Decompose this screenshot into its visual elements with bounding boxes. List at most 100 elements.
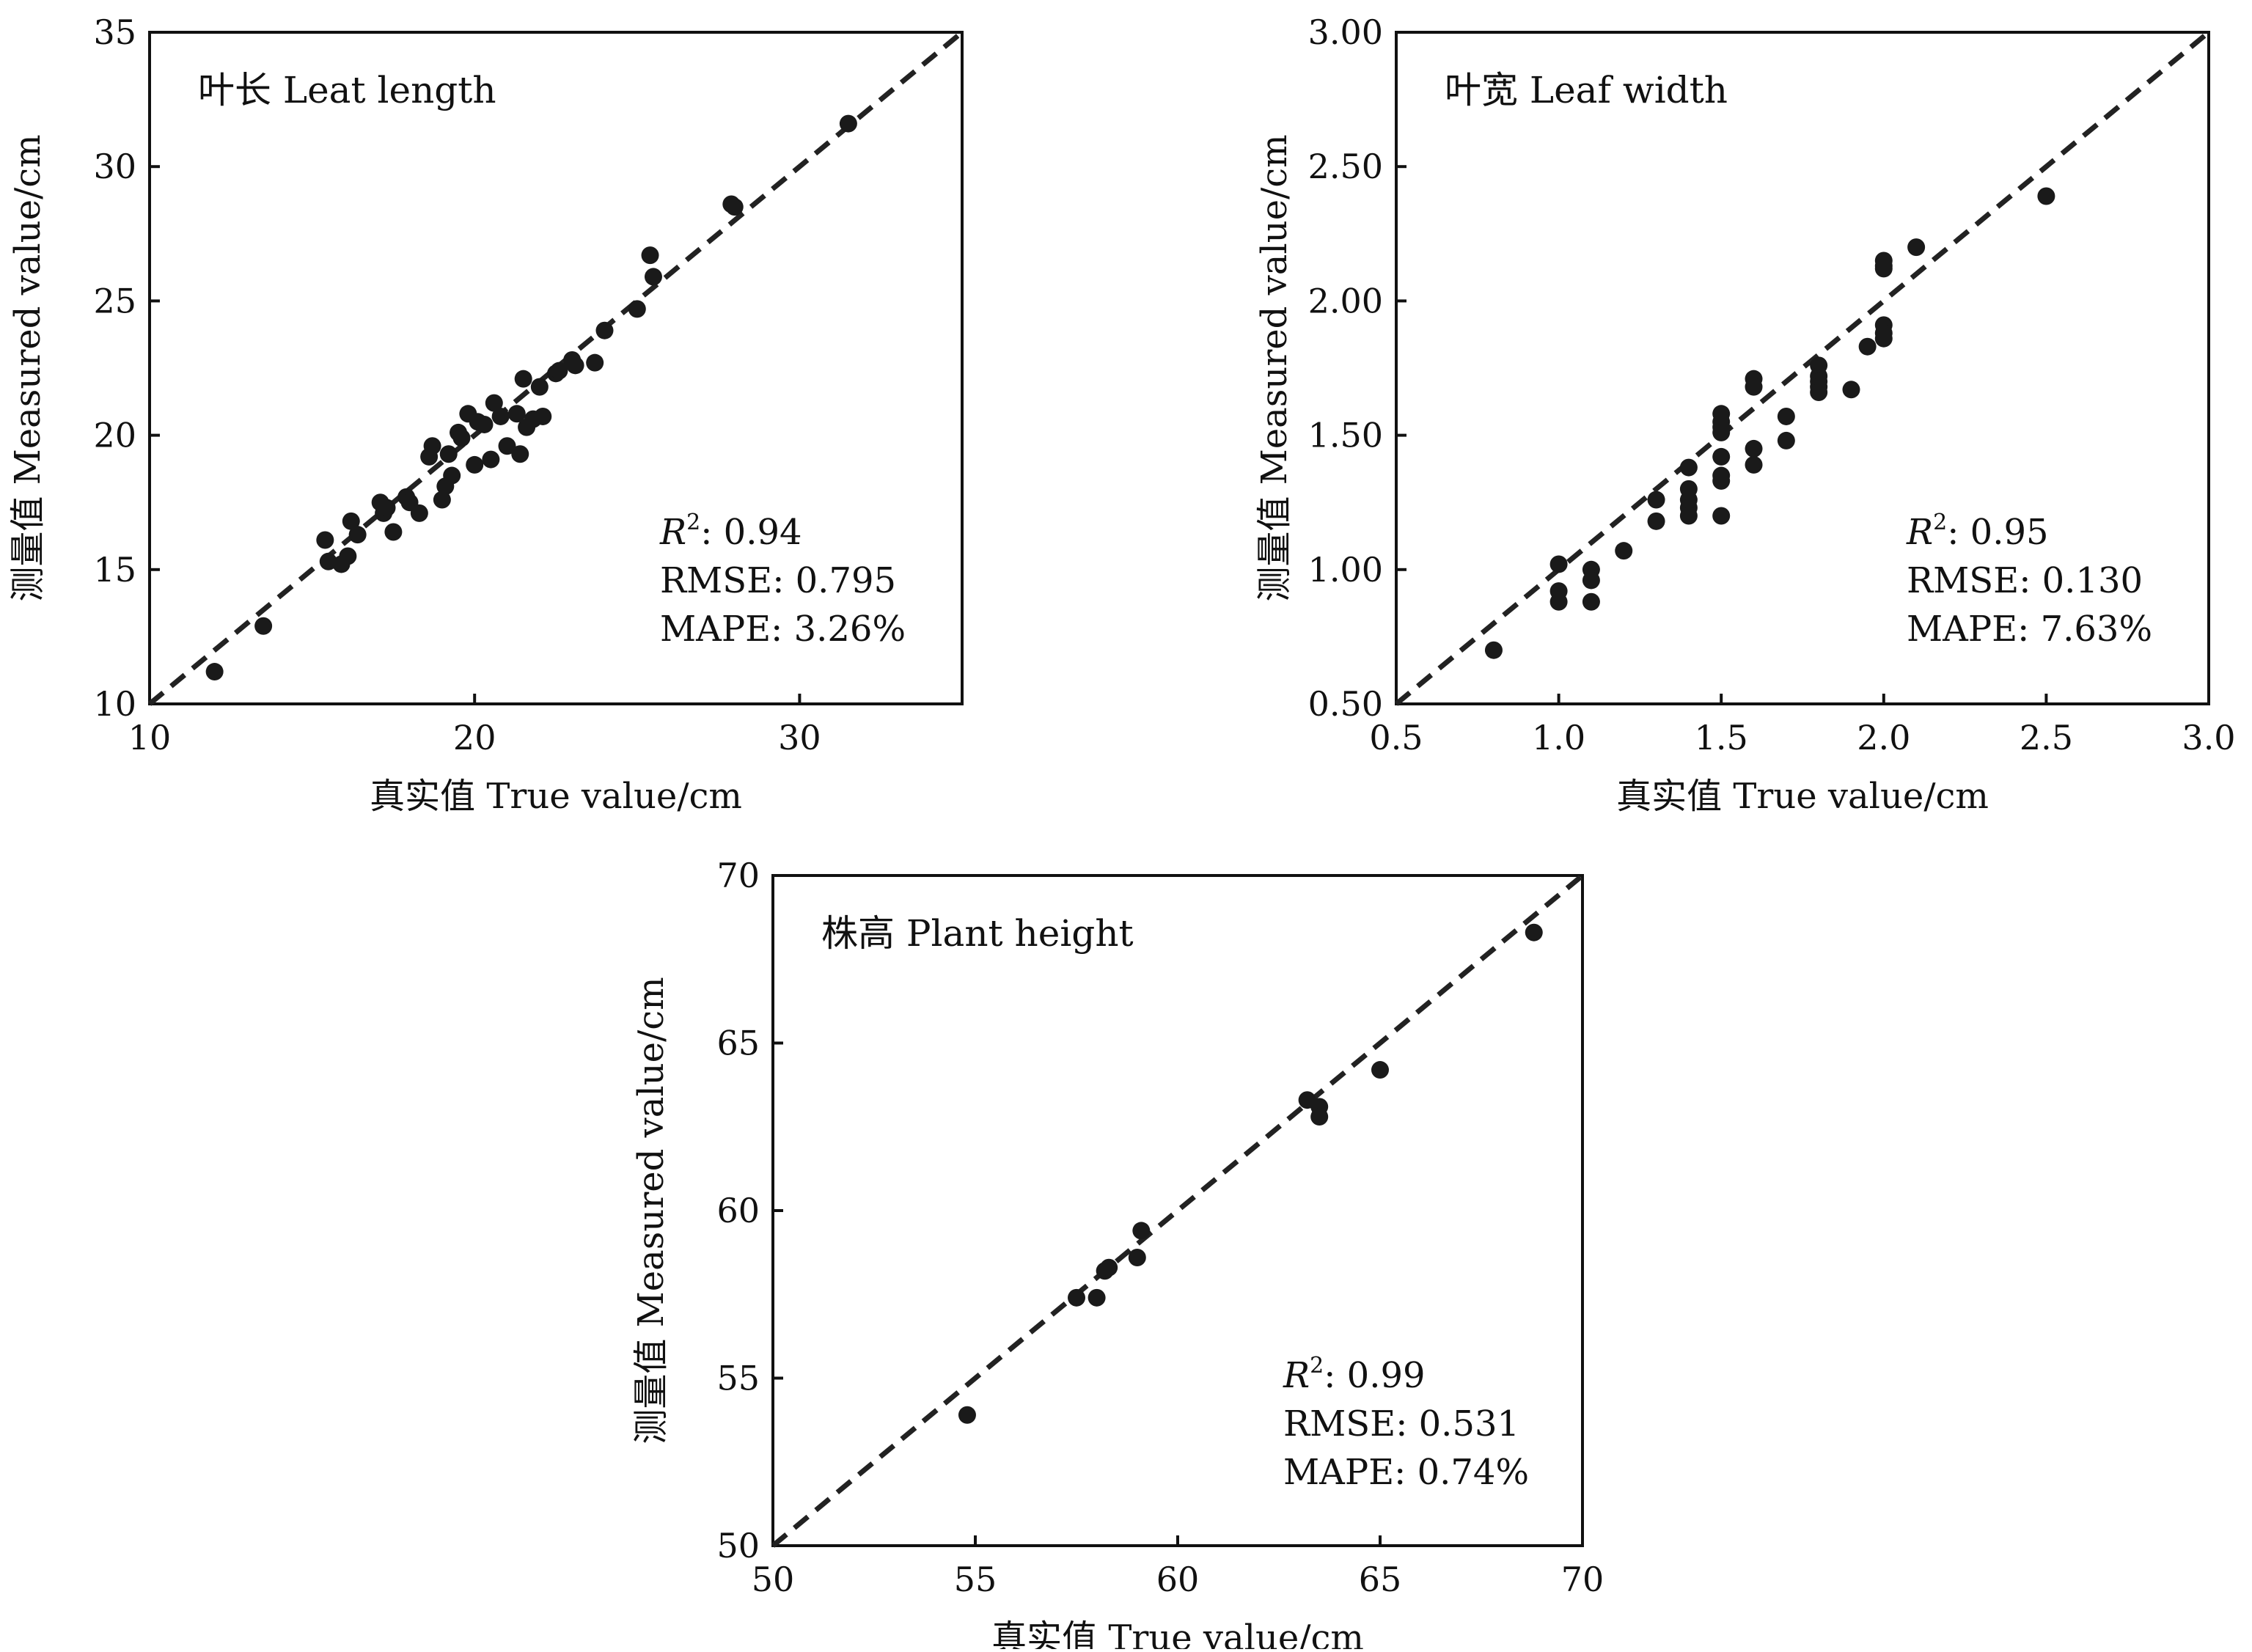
chart-plant-height-data-point <box>958 1406 976 1424</box>
chart-leaf-width-data-point <box>1842 381 1860 399</box>
chart-leaf-width-mape-value: MAPE: 7.63% <box>1907 609 2152 650</box>
chart-plant-height-data-point <box>1310 1108 1329 1126</box>
chart-leaf-length-x-tick-label: 10 <box>128 718 172 757</box>
chart-leaf-width-y-tick-label: 3.00 <box>1308 12 1383 52</box>
chart-plant-height-x-tick-label: 55 <box>954 1560 997 1599</box>
chart-leaf-width-reference-line <box>1394 30 2211 706</box>
chart-leaf-length-data-point <box>205 663 224 681</box>
chart-leaf-length-x-tick-label: 20 <box>453 718 496 757</box>
chart-plant-height-y-tick-label: 60 <box>716 1191 760 1230</box>
chart-leaf-length-data-point <box>485 394 503 412</box>
chart-leaf-length-y-tick-label: 35 <box>93 12 136 52</box>
chart-leaf-width-x-tick-label: 2.5 <box>2020 718 2073 757</box>
chart-leaf-length-data-point <box>507 405 526 423</box>
chart-leaf-width-data-point <box>1647 491 1665 509</box>
chart-leaf-length: 10 20 30 10 15 20 25 30 35 叶长 Leat length R2: 0.94… <box>7 12 964 817</box>
chart-leaf-length-data-point <box>595 321 614 339</box>
chart-leaf-width-data-point <box>1745 439 1763 458</box>
chart-leaf-length-y-tick-label: 20 <box>93 416 136 455</box>
chart-leaf-length-data-point <box>378 499 396 517</box>
chart-leaf-width-data-point <box>1712 471 1731 490</box>
chart-leaf-width-data-point <box>1858 337 1877 356</box>
chart-leaf-width-y-tick-label: 0.50 <box>1308 684 1383 724</box>
chart-leaf-length-data-point <box>628 300 646 318</box>
chart-leaf-width-x-tick-label: 1.5 <box>1695 718 1748 757</box>
chart-leaf-width-data-point <box>1907 238 1926 257</box>
chart-plant-height-mape-value: MAPE: 0.74% <box>1283 1452 1529 1493</box>
chart-leaf-width-x-tick-label: 0.5 <box>1369 718 1423 757</box>
chart-plant-height-x-tick-label: 60 <box>1156 1560 1200 1599</box>
chart-leaf-length-y-axis-label: 测量值 Measured value/cm <box>7 134 48 601</box>
chart-leaf-length-r2-superscript: 2 <box>686 510 700 535</box>
chart-leaf-length-data-point <box>254 617 273 635</box>
chart-leaf-length-title: 叶长 Leat length <box>198 69 496 111</box>
chart-leaf-width-data-point <box>1582 592 1600 611</box>
chart-leaf-length-data-point <box>641 246 659 265</box>
chart-plant-height-r2-number: : 0.99 <box>1324 1355 1425 1396</box>
chart-leaf-length-data-point <box>433 491 451 509</box>
chart-leaf-length-y-tick-label: 15 <box>93 550 136 590</box>
chart-leaf-length-data-point <box>530 378 549 396</box>
chart-leaf-length-data-point <box>452 429 471 447</box>
chart-leaf-width-r2-superscript: 2 <box>1933 510 1947 535</box>
chart-leaf-width-data-point <box>1874 260 1893 278</box>
chart-leaf-width-y-axis-label: 测量值 Measured value/cm <box>1254 134 1295 601</box>
chart-leaf-length-data-point <box>466 455 484 474</box>
chart-plant-height: 50 55 60 65 70 50 55 60 65 70 株高 Plant height R2: 0… <box>631 856 1604 1652</box>
chart-plant-height-data-point <box>1128 1248 1146 1266</box>
chart-leaf-width-data-point <box>1484 641 1503 659</box>
chart-leaf-width-data-point <box>1712 423 1731 441</box>
chart-leaf-length-data-point <box>475 415 494 433</box>
chart-leaf-width-y-tick-label: 1.00 <box>1308 550 1383 590</box>
chart-leaf-width-data-point <box>1647 512 1665 530</box>
chart-leaf-width-x-axis-label: 真实值 True value/cm <box>1616 776 1989 817</box>
chart-leaf-length-data-point <box>316 531 334 549</box>
chart-leaf-width-data-point <box>1615 542 1633 560</box>
chart-leaf-width-data-point <box>1745 455 1763 474</box>
chart-plant-height-data-point <box>1068 1288 1085 1307</box>
chart-leaf-length-data-point <box>491 407 510 425</box>
chart-plant-height-x-axis-label: 真实值 True value/cm <box>991 1618 1364 1649</box>
chart-leaf-width-x-tick-label: 2.0 <box>1857 718 1910 757</box>
chart-plant-height-y-tick-label: 70 <box>716 856 760 895</box>
chart-leaf-width-y-tick-label: 1.50 <box>1308 416 1383 455</box>
chart-leaf-width-data-point <box>1745 378 1763 396</box>
chart-leaf-width-y-tick-label: 2.50 <box>1308 147 1383 186</box>
chart-leaf-width-r2-symbol: R <box>1906 512 1933 553</box>
chart-leaf-length-r2-number: : 0.94 <box>700 512 802 553</box>
chart-plant-height-r2-symbol: R <box>1283 1355 1310 1396</box>
chart-leaf-length-data-point <box>423 437 441 455</box>
chart-leaf-width-data-point <box>1874 329 1893 348</box>
chart-leaf-width-data-point <box>1777 431 1795 449</box>
chart-leaf-width-r2-number: : 0.95 <box>1947 512 2048 553</box>
chart-leaf-length-data-point <box>550 361 568 380</box>
chart-leaf-length-data-point <box>498 437 516 455</box>
chart-leaf-width-data-point <box>1810 383 1828 401</box>
chart-leaf-length-data-point <box>725 198 744 216</box>
chart-plant-height-title: 株高 Plant height <box>821 912 1134 955</box>
chart-leaf-width-data-point <box>1777 407 1795 425</box>
chart-plant-height-data-point <box>1088 1288 1106 1307</box>
chart-leaf-length-x-axis-label: 真实值 True value/cm <box>370 776 742 817</box>
chart-plant-height-y-tick-label: 65 <box>716 1024 760 1063</box>
chart-leaf-width: 0.5 1.0 1.5 2.0 2.5 3.0 0.50 1.00 1.50 2.00 2.50 3.… <box>1254 12 2236 817</box>
chart-leaf-length-data-point <box>839 114 857 133</box>
chart-plant-height-y-axis-label: 测量值 Measured value/cm <box>631 977 672 1444</box>
chart-leaf-length-data-point <box>439 445 458 463</box>
chart-leaf-length-data-point <box>410 504 428 522</box>
chart-leaf-length-data-point <box>342 512 360 530</box>
chart-leaf-width-rmse-value: RMSE: 0.130 <box>1907 560 2143 601</box>
chart-leaf-length-plot-frame <box>148 31 964 705</box>
chart-leaf-length-data-point <box>348 526 367 544</box>
chart-leaf-width-x-tick-label: 1.0 <box>1532 718 1585 757</box>
chart-plant-height-reference-line <box>771 873 1585 1548</box>
chart-leaf-length-y-tick-label: 10 <box>93 684 136 724</box>
chart-leaf-length-data-point <box>511 445 529 463</box>
chart-plant-height-data-point <box>1525 923 1543 941</box>
chart-leaf-width-title: 叶宽 Leaf width <box>1445 69 1728 111</box>
chart-leaf-length-data-point <box>384 523 403 541</box>
chart-leaf-width-r2-value: R2: 0.95 <box>1906 510 2049 553</box>
chart-leaf-length-data-point <box>514 370 532 388</box>
chart-plant-height-r2-superscript: 2 <box>1310 1353 1324 1378</box>
